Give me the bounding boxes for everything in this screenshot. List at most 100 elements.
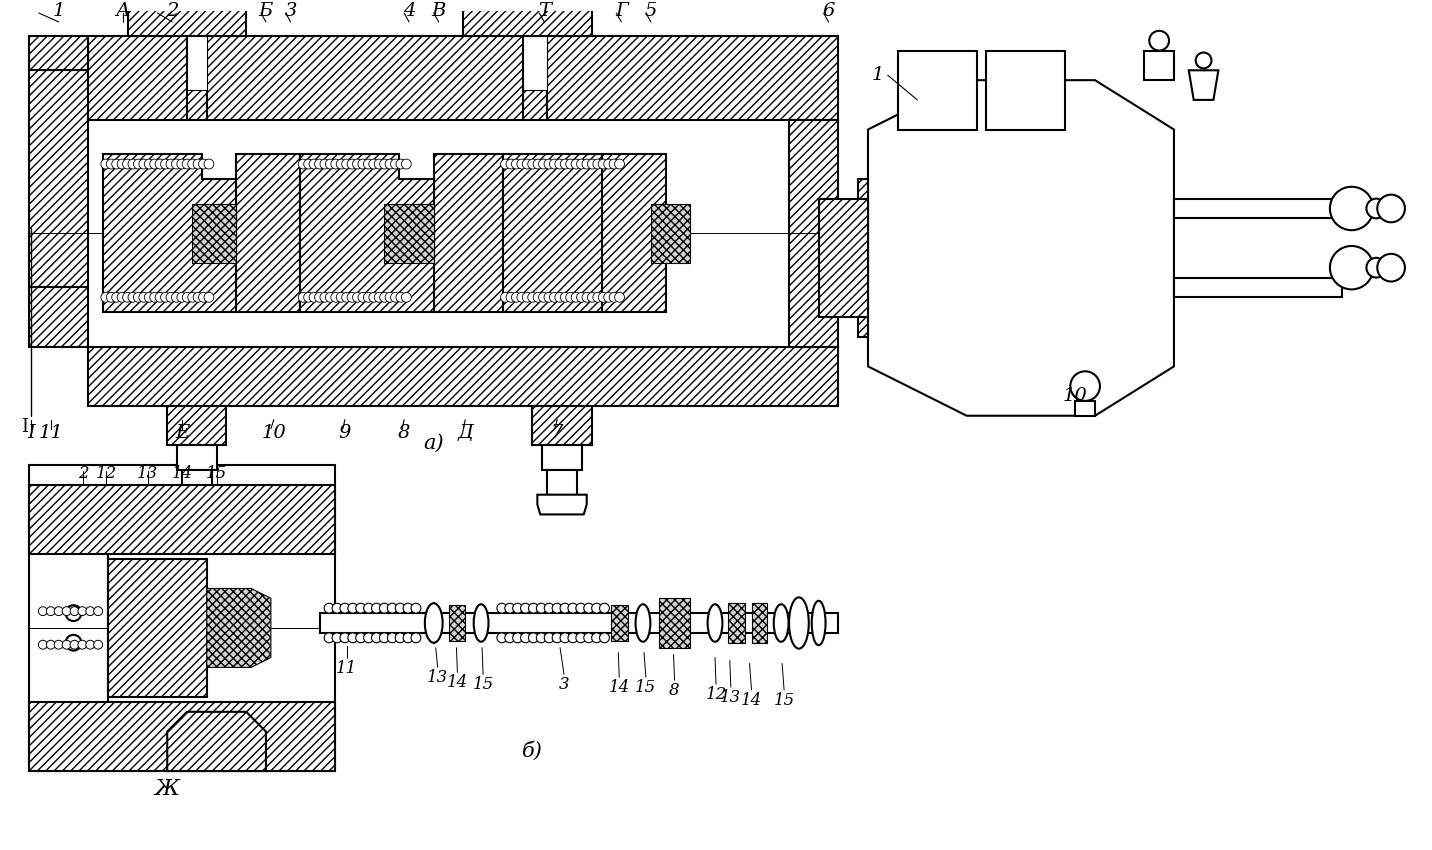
Text: 3: 3 — [558, 677, 570, 694]
Circle shape — [528, 633, 538, 643]
Circle shape — [560, 159, 570, 169]
Circle shape — [324, 633, 334, 643]
Circle shape — [395, 633, 405, 643]
Circle shape — [600, 604, 610, 613]
Circle shape — [160, 159, 170, 169]
Circle shape — [160, 292, 170, 303]
Text: 8: 8 — [669, 683, 680, 700]
Polygon shape — [321, 613, 838, 633]
Circle shape — [401, 159, 411, 169]
Circle shape — [553, 633, 561, 643]
Circle shape — [371, 604, 381, 613]
Circle shape — [70, 607, 79, 615]
Ellipse shape — [425, 604, 442, 643]
Circle shape — [62, 640, 72, 649]
Circle shape — [528, 159, 537, 169]
Circle shape — [332, 604, 342, 613]
Polygon shape — [1189, 71, 1219, 100]
Polygon shape — [464, 0, 591, 36]
Circle shape — [364, 292, 374, 303]
Circle shape — [395, 604, 405, 613]
Circle shape — [1330, 246, 1373, 289]
Circle shape — [315, 159, 325, 169]
Circle shape — [319, 292, 329, 303]
Circle shape — [347, 159, 357, 169]
Polygon shape — [898, 50, 977, 129]
Circle shape — [188, 159, 198, 169]
Polygon shape — [29, 702, 335, 771]
Circle shape — [150, 292, 159, 303]
Text: 10: 10 — [262, 423, 286, 442]
Circle shape — [609, 292, 619, 303]
Circle shape — [411, 604, 421, 613]
Circle shape — [560, 604, 570, 613]
Circle shape — [505, 159, 516, 169]
Circle shape — [513, 604, 523, 613]
Circle shape — [369, 292, 378, 303]
Circle shape — [77, 640, 87, 649]
Polygon shape — [172, 495, 222, 514]
Circle shape — [385, 159, 395, 169]
Circle shape — [379, 159, 390, 169]
Text: 8: 8 — [398, 423, 411, 442]
Text: б): б) — [523, 741, 543, 761]
Circle shape — [604, 159, 613, 169]
Circle shape — [581, 292, 591, 303]
Circle shape — [39, 640, 47, 649]
Circle shape — [538, 159, 548, 169]
Circle shape — [609, 159, 619, 169]
Text: 15: 15 — [206, 465, 228, 482]
Circle shape — [379, 633, 390, 643]
Circle shape — [513, 633, 523, 643]
Circle shape — [397, 292, 405, 303]
Polygon shape — [107, 558, 236, 697]
Polygon shape — [29, 71, 89, 287]
Circle shape — [150, 159, 159, 169]
Text: Т: Т — [538, 2, 551, 20]
Polygon shape — [1144, 50, 1174, 80]
Polygon shape — [752, 604, 768, 643]
Circle shape — [123, 292, 132, 303]
Circle shape — [593, 159, 603, 169]
Text: 15: 15 — [773, 692, 795, 709]
Text: 11: 11 — [39, 423, 63, 442]
Circle shape — [523, 292, 533, 303]
Circle shape — [614, 159, 624, 169]
Circle shape — [544, 292, 554, 303]
Text: Е: Е — [175, 423, 189, 442]
Circle shape — [46, 640, 56, 649]
Circle shape — [587, 159, 597, 169]
Polygon shape — [301, 154, 434, 312]
Circle shape — [550, 159, 560, 169]
Circle shape — [387, 604, 397, 613]
Circle shape — [324, 604, 334, 613]
Polygon shape — [537, 495, 587, 514]
Circle shape — [364, 633, 374, 643]
Text: 4: 4 — [402, 2, 415, 20]
Polygon shape — [503, 154, 601, 312]
Polygon shape — [543, 445, 581, 470]
Polygon shape — [182, 470, 212, 495]
Text: 1: 1 — [872, 66, 884, 84]
Text: 7: 7 — [551, 423, 563, 442]
Polygon shape — [236, 154, 301, 312]
Circle shape — [193, 292, 203, 303]
Circle shape — [528, 604, 538, 613]
Circle shape — [1330, 187, 1373, 230]
Circle shape — [325, 292, 335, 303]
Polygon shape — [29, 36, 89, 71]
Polygon shape — [1174, 278, 1342, 297]
Polygon shape — [168, 405, 226, 445]
Circle shape — [117, 159, 127, 169]
Circle shape — [577, 292, 587, 303]
Circle shape — [337, 159, 347, 169]
Circle shape — [364, 159, 374, 169]
Circle shape — [544, 604, 554, 613]
Polygon shape — [789, 120, 838, 347]
Text: 1: 1 — [53, 2, 64, 20]
Circle shape — [133, 159, 143, 169]
Circle shape — [371, 633, 381, 643]
Circle shape — [521, 604, 530, 613]
Text: 9: 9 — [339, 423, 351, 442]
Circle shape — [614, 292, 624, 303]
